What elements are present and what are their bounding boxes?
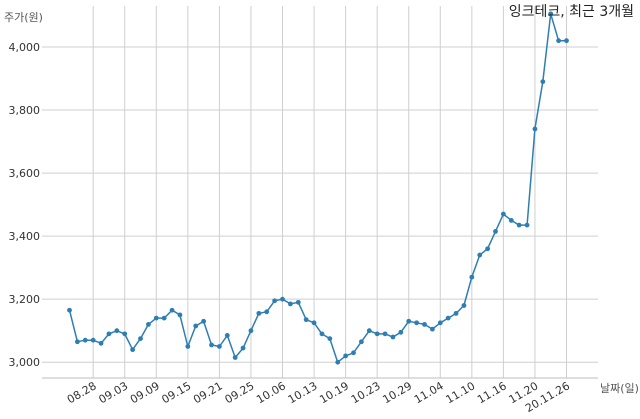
data-point bbox=[366, 328, 372, 334]
data-point bbox=[161, 315, 167, 321]
data-point bbox=[414, 320, 420, 326]
data-point bbox=[185, 344, 191, 349]
y-tick-label: 3,600 bbox=[9, 167, 41, 180]
data-point bbox=[398, 329, 404, 335]
data-point bbox=[390, 334, 396, 340]
data-point bbox=[311, 320, 317, 326]
data-point bbox=[524, 222, 530, 228]
data-point bbox=[500, 211, 506, 217]
data-point bbox=[335, 359, 341, 365]
data-point bbox=[516, 222, 522, 228]
data-point bbox=[90, 337, 96, 343]
x-tick-label: 10.06 bbox=[254, 379, 288, 406]
data-point bbox=[485, 246, 491, 252]
data-point bbox=[461, 303, 467, 308]
data-point bbox=[287, 301, 293, 307]
x-tick-label: 10.13 bbox=[286, 379, 320, 406]
x-tick-label: 09.21 bbox=[191, 379, 225, 406]
data-point bbox=[177, 312, 183, 318]
x-tick-label: 08.28 bbox=[65, 379, 99, 406]
data-point bbox=[319, 331, 325, 337]
x-tick-labels: 08.2809.0309.0909.1509.2109.2510.0610.13… bbox=[65, 379, 572, 415]
data-point bbox=[67, 307, 72, 313]
data-point bbox=[477, 252, 483, 258]
data-point bbox=[429, 326, 435, 332]
y-tick-labels: 3,000 3,200 3,400 3,600 3,800 4,000 bbox=[9, 41, 41, 369]
grid-lines bbox=[42, 6, 598, 378]
data-point bbox=[327, 336, 333, 341]
data-point bbox=[122, 331, 128, 337]
data-point bbox=[453, 310, 459, 316]
data-point bbox=[130, 347, 136, 353]
y-axis-label: 주가(원) bbox=[4, 11, 43, 24]
data-point bbox=[138, 336, 143, 341]
data-point bbox=[374, 331, 380, 337]
data-point bbox=[264, 309, 270, 315]
data-point bbox=[272, 298, 278, 304]
data-point bbox=[82, 337, 88, 343]
data-point bbox=[98, 340, 104, 346]
data-point bbox=[445, 315, 451, 321]
x-axis-label: 날짜(일) bbox=[600, 381, 639, 395]
data-point bbox=[201, 318, 207, 324]
data-point bbox=[508, 217, 514, 223]
x-tick-label: 10.23 bbox=[349, 379, 383, 406]
data-point bbox=[540, 79, 546, 85]
x-tick-label: 09.09 bbox=[128, 379, 162, 406]
data-point bbox=[114, 328, 120, 334]
y-tick-label: 3,400 bbox=[9, 230, 41, 243]
x-tick-label: 09.15 bbox=[160, 379, 194, 406]
data-point bbox=[343, 353, 349, 359]
x-tick-label: 11.04 bbox=[412, 379, 446, 406]
data-point bbox=[153, 315, 159, 321]
data-point bbox=[532, 126, 538, 132]
data-point bbox=[240, 345, 246, 351]
data-point bbox=[382, 331, 388, 337]
data-point bbox=[564, 38, 569, 44]
x-tick-label: 10.19 bbox=[317, 379, 351, 406]
data-point bbox=[193, 323, 199, 329]
data-point bbox=[556, 38, 562, 44]
data-point bbox=[351, 350, 356, 356]
data-point bbox=[145, 322, 151, 327]
y-tick-label: 3,800 bbox=[9, 104, 41, 117]
price-series bbox=[67, 11, 569, 365]
data-point bbox=[548, 11, 554, 17]
data-point bbox=[209, 342, 214, 348]
y-tick-label: 3,200 bbox=[9, 293, 41, 306]
data-point bbox=[280, 296, 285, 302]
x-tick-label: 11.16 bbox=[475, 379, 509, 406]
chart-title: 잉크테크, 최근 3개월 bbox=[509, 4, 634, 20]
data-point bbox=[437, 320, 443, 326]
x-tick-label: 10.29 bbox=[380, 379, 414, 406]
x-tick-label: 09.03 bbox=[96, 379, 130, 406]
data-point bbox=[422, 322, 427, 327]
x-tick-label: 11.10 bbox=[444, 379, 478, 406]
data-point bbox=[358, 339, 364, 345]
data-point bbox=[169, 307, 175, 313]
x-tick-label: 09.25 bbox=[223, 379, 257, 406]
data-point bbox=[224, 333, 230, 338]
data-point bbox=[74, 339, 80, 345]
data-point bbox=[303, 317, 309, 323]
data-point bbox=[406, 318, 412, 324]
data-point bbox=[106, 331, 112, 337]
y-tick-label: 3,000 bbox=[9, 356, 41, 369]
data-point bbox=[493, 229, 498, 234]
data-point bbox=[232, 355, 238, 360]
data-point bbox=[216, 344, 222, 349]
price-line bbox=[68, 13, 567, 363]
data-point bbox=[469, 274, 475, 280]
data-point bbox=[295, 299, 301, 305]
y-tick-label: 4,000 bbox=[9, 41, 41, 54]
data-point bbox=[248, 328, 254, 334]
data-point bbox=[256, 310, 262, 316]
